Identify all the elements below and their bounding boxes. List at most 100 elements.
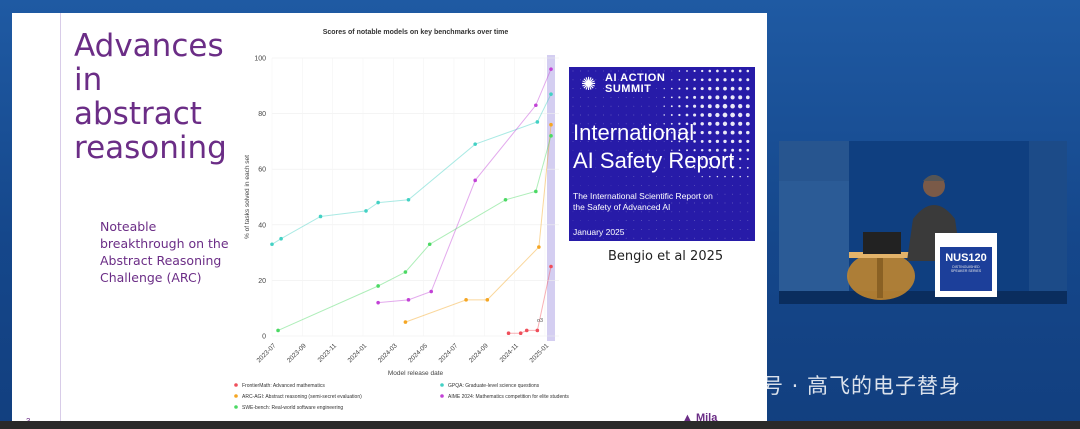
pattern-dot: [580, 229, 581, 230]
pattern-dot: [685, 113, 689, 117]
pattern-dot: [640, 70, 642, 72]
pattern-dot: [716, 184, 718, 186]
pattern-dot: [663, 237, 665, 239]
pattern-dot: [708, 130, 712, 135]
pattern-dot: [701, 166, 704, 169]
pattern-dot: [595, 185, 597, 186]
pattern-dot: [595, 96, 597, 98]
pattern-dot: [656, 184, 658, 186]
pattern-dot: [580, 211, 581, 213]
legend-swatch: [234, 383, 238, 387]
pattern-dot: [595, 149, 597, 151]
pattern-dot: [732, 193, 734, 195]
pattern-dot: [595, 79, 597, 81]
x-tick-label: 2024-03: [377, 342, 399, 364]
pattern-dot: [572, 158, 574, 160]
pattern-dot: [640, 176, 642, 178]
pattern-dot: [686, 158, 688, 160]
pattern-dot: [610, 70, 612, 72]
pattern-dot: [648, 132, 650, 134]
pattern-dot: [663, 105, 665, 107]
pattern-dot: [671, 149, 673, 151]
data-point: [376, 284, 380, 288]
pattern-dot: [739, 237, 741, 239]
pattern-dot: [693, 78, 696, 82]
pattern-dot: [640, 220, 642, 222]
pattern-dot: [587, 167, 589, 169]
pattern-dot: [648, 176, 650, 178]
data-point: [376, 300, 380, 305]
pattern-dot: [663, 167, 665, 169]
legend-label: ARC-AGI: Abstract reasoning (semi-secret…: [242, 394, 362, 400]
pattern-dot: [716, 175, 719, 178]
pattern-dot: [625, 158, 627, 160]
pattern-dot: [640, 96, 642, 98]
pattern-dot: [700, 113, 704, 117]
pattern-dot: [580, 88, 582, 90]
pattern-dot: [572, 88, 574, 90]
pattern-dot: [678, 211, 680, 213]
pattern-dot: [693, 104, 697, 108]
pattern-dot: [730, 103, 735, 109]
data-point: [537, 245, 541, 249]
data-point: [406, 197, 411, 202]
pattern-dot: [663, 131, 665, 134]
data-point: [549, 264, 553, 269]
pattern-dot: [663, 114, 665, 116]
pattern-dot: [708, 78, 712, 82]
pattern-dot: [602, 140, 604, 142]
data-point: [276, 328, 280, 333]
pattern-dot: [663, 184, 665, 186]
pattern-dot: [693, 122, 697, 126]
pattern-dot: [602, 105, 604, 107]
pattern-dot: [640, 211, 642, 213]
pattern-dot: [580, 237, 581, 239]
pattern-dot: [633, 184, 635, 186]
pattern-dot: [739, 228, 741, 230]
pattern-dot: [572, 202, 574, 204]
pattern-dot: [625, 96, 627, 98]
pattern-dot: [625, 105, 627, 107]
pattern-dot: [724, 228, 726, 230]
pattern-dot: [724, 211, 726, 213]
pattern-dot: [595, 70, 597, 72]
data-point: [464, 298, 468, 302]
pattern-dot: [730, 95, 735, 100]
pattern-dot: [618, 140, 620, 142]
pattern-dot: [595, 167, 597, 169]
pattern-dot: [732, 237, 734, 239]
pattern-dot: [663, 79, 665, 81]
pattern-dot: [671, 140, 673, 143]
benchmark-chart: Scores of notable models on key benchmar…: [234, 29, 569, 411]
pattern-dot: [747, 211, 749, 213]
pattern-dot: [648, 149, 650, 151]
pattern-dot: [640, 149, 642, 151]
pattern-dot: [715, 86, 720, 91]
wechat-icon: [674, 371, 708, 398]
pattern-dot: [686, 167, 688, 169]
data-point: [270, 242, 274, 247]
pattern-dot: [640, 228, 642, 230]
pattern-dot: [686, 176, 688, 178]
summit-name-line1: AI ACTION: [605, 72, 666, 84]
pattern-dot: [648, 211, 650, 213]
pattern-dot: [633, 211, 635, 213]
speaker-hair: [923, 175, 945, 181]
pattern-dot: [602, 123, 604, 125]
pattern-dot: [595, 237, 597, 239]
pattern-dot: [648, 220, 650, 222]
pattern-dot: [656, 167, 658, 169]
pattern-dot: [678, 167, 680, 169]
pattern-dot: [572, 70, 574, 72]
pattern-dot: [694, 228, 696, 230]
legend-label: FrontierMath: Advanced mathematics: [242, 383, 325, 389]
pattern-dot: [625, 70, 627, 72]
pattern-dot: [595, 211, 597, 213]
pattern-dot: [723, 130, 727, 135]
pattern-dot: [715, 121, 720, 126]
pattern-dot: [685, 131, 689, 134]
pattern-dot: [746, 130, 750, 135]
pattern-dot: [580, 70, 582, 72]
pattern-dot: [670, 96, 673, 99]
pattern-dot: [633, 193, 635, 195]
